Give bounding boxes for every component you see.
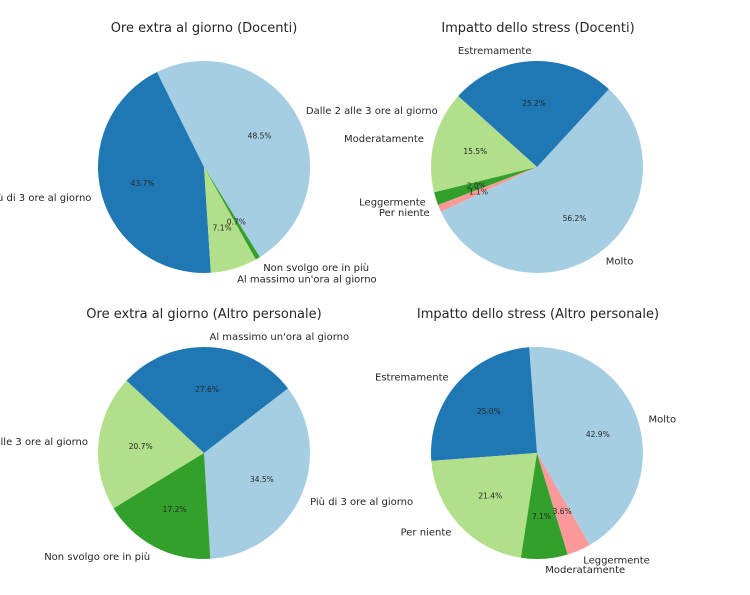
pct-label-1-dalle-2-3: 48.5%: [248, 132, 272, 141]
pie-slice-4-estremamente: [430, 347, 537, 461]
pie-slice-4-leggermente: [537, 453, 590, 555]
pie-slice-3-non-svolgo: [113, 453, 211, 559]
slice-label-1-non-svolgo: Non svolgo ore in più: [263, 262, 369, 274]
slice-label-4-per-niente: Per niente: [401, 528, 452, 539]
slice-label-3-piu-di-3: Più di 3 ore al giorno: [310, 496, 413, 508]
pie-slice-4-molto: [529, 347, 643, 545]
pie-slice-4-per-niente: [431, 453, 537, 558]
pct-label-2-per-niente: 1.1%: [469, 187, 488, 196]
pie-slice-1-non-svolgo: [204, 167, 260, 260]
pie-slice-2-molto: [440, 89, 643, 273]
pct-label-3-non-svolgo: 17.2%: [163, 505, 187, 514]
slice-label-1-dalle-2-3: Dalle 2 alle 3 ore al giorno: [306, 106, 438, 117]
pct-label-3-dalle-2-3: 20.7%: [129, 442, 153, 451]
pct-label-4-molto: 42.9%: [586, 430, 610, 439]
pie-slice-1-dalle-2-3: [156, 60, 311, 258]
pct-label-3-piu-di-3: 34.5%: [250, 475, 274, 484]
slice-label-3-max-un-ora: Al massimo un'ora al giorno: [210, 332, 350, 343]
pie-slice-1-piu-di-3: [97, 72, 211, 274]
slice-label-2-molto: Molto: [606, 257, 634, 268]
slice-label-2-per-niente: Per niente: [379, 208, 430, 219]
slice-label-3-dalle-2-3: Dalle 2 alle 3 ore al giorno: [0, 437, 88, 448]
pie-slice-2-estremamente: [458, 60, 609, 168]
pct-label-4-estremamente: 25.0%: [477, 407, 501, 416]
slice-label-1-max-un-ora: Al massimo un'ora al giorno: [237, 274, 377, 285]
pct-label-1-piu-di-3: 43.7%: [131, 179, 155, 188]
chart-title-stress-altro: Impatto dello stress (Altro personale): [417, 307, 659, 322]
chart-title-stress-docenti: Impatto dello stress (Docenti): [441, 21, 634, 36]
pct-label-2-estremamente: 25.2%: [522, 99, 546, 108]
slice-label-2-moderatamente: Moderatamente: [344, 134, 424, 145]
pie-charts: 48.5% Dalle 2 alle 3 ore al giorno 43.7% Pi…: [0, 46, 676, 576]
slice-label-1-piu-di-3: Più di 3 ore al giorno: [0, 192, 91, 204]
pct-label-2-moderatamente: 15.5%: [463, 147, 487, 156]
pct-label-1-max-un-ora: 7.1%: [213, 224, 232, 233]
pct-label-2-leggermente: 2.0%: [467, 182, 486, 191]
chart-title-ore-extra-altro: Ore extra al giorno (Altro personale): [86, 307, 321, 322]
slice-label-4-moderatamente: Moderatamente: [545, 565, 625, 576]
chart-title-ore-extra-docenti: Ore extra al giorno (Docenti): [111, 21, 298, 36]
slice-label-2-estremamente: Estremamente: [458, 46, 532, 57]
pie-slice-1-max-un-ora: [204, 167, 256, 273]
pct-label-1-non-svolgo: 0.7%: [227, 217, 246, 226]
slice-label-4-molto: Molto: [649, 414, 677, 425]
slice-label-4-leggermente: Leggermente: [583, 556, 650, 567]
pie-slice-2-per-niente: [438, 167, 537, 212]
slice-label-3-non-svolgo: Non svolgo ore in più: [44, 551, 150, 563]
pct-label-4-per-niente: 21.4%: [478, 492, 502, 501]
slice-label-2-leggermente: Leggermente: [359, 197, 426, 208]
pct-label-3-max-un-ora: 27.6%: [195, 385, 219, 394]
pie-slice-4-moderatamente: [520, 453, 568, 559]
pct-label-2-molto: 56.2%: [563, 214, 587, 223]
pie-slice-3-max-un-ora: [126, 346, 288, 453]
pie-slice-2-moderatamente: [431, 96, 537, 193]
slice-label-4-estremamente: Estremamente: [375, 372, 449, 383]
pie-slice-3-dalle-2-3: [98, 380, 204, 509]
pie-slice-3-piu-di-3: [204, 388, 310, 559]
pct-label-4-leggermente: 3.6%: [553, 507, 572, 516]
pct-label-4-moderatamente: 7.1%: [532, 512, 551, 521]
pie-slice-2-leggermente: [434, 167, 537, 206]
